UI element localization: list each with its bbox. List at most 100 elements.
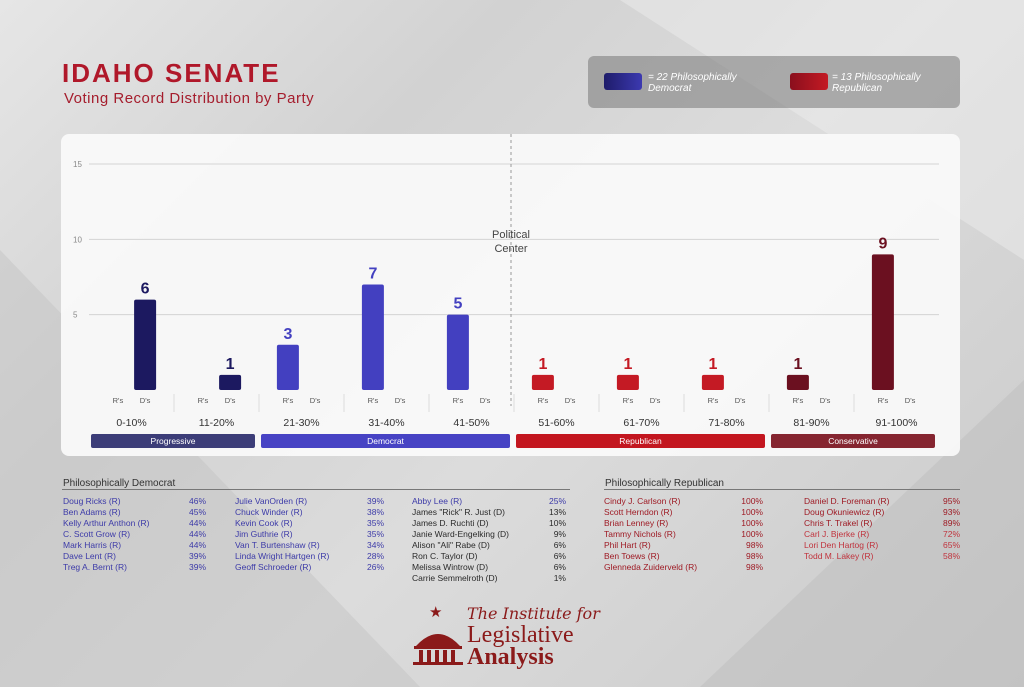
sublabel-d: D's [310, 396, 321, 405]
list-item-name: Janie Ward-Engelking (D) [412, 529, 509, 539]
list-item-name: Carrie Semmelroth (D) [412, 573, 498, 583]
list-item-name: Kevin Cook (R) [235, 518, 293, 528]
group-bar-progressive [91, 434, 255, 448]
bar-value-label: 5 [453, 296, 462, 313]
logo-line3: Analysis [467, 644, 554, 670]
list-item-name: Treg A. Bernt (R) [63, 562, 127, 572]
star-icon: ★ [429, 604, 443, 621]
list-item-pct: 6% [553, 562, 566, 572]
list-item-name: Mark Harris (R) [63, 540, 122, 550]
list-item-pct: 100% [741, 496, 763, 506]
list-item-pct: 34% [366, 540, 384, 550]
dem-list-divider [62, 489, 570, 490]
list-item-name: Dave Lent (R) [63, 551, 116, 561]
list-item-name: Ron C. Taylor (D) [412, 551, 478, 561]
list-item-name: Chris T. Trakel (R) [804, 518, 873, 528]
bar-value-label: 7 [368, 266, 377, 283]
category-label: 91-100% [875, 417, 917, 429]
list-item-pct: 13% [548, 507, 566, 517]
y-tick-label: 15 [73, 160, 82, 169]
list-item-name: James "Rick" R. Just (D) [412, 507, 505, 517]
list-item-pct: 1% [553, 573, 566, 583]
bar-value-label: 1 [793, 356, 802, 373]
list-item-name: Kelly Arthur Anthon (R) [63, 518, 150, 528]
list-item-pct: 35% [366, 518, 384, 528]
list-item-name: Julie VanOrden (R) [235, 496, 308, 506]
list-item-pct: 6% [553, 540, 566, 550]
list-item-name: Scott Herndon (R) [604, 507, 673, 517]
list-item-name: Abby Lee (R) [412, 496, 463, 506]
list-item-pct: 9% [553, 529, 566, 539]
sublabel-r: R's [623, 396, 634, 405]
list-item-name: Carl J. Bjerke (R) [804, 529, 870, 539]
bar-value-label: 3 [283, 326, 292, 343]
list-item-name: C. Scott Grow (R) [63, 529, 131, 539]
list-item-name: Jim Guthrie (R) [235, 529, 293, 539]
logo-line2: Legislative [467, 622, 574, 648]
list-item-pct: 39% [188, 551, 206, 561]
sublabel-d: D's [735, 396, 746, 405]
legend: = 22 Philosophically Democrat = 13 Philo… [588, 56, 960, 108]
bar-r-4 [446, 314, 469, 390]
category-label: 71-80% [708, 417, 744, 429]
group-label: Democrat [367, 436, 404, 446]
sublabel-d: D's [820, 396, 831, 405]
sublabel-r: R's [113, 396, 124, 405]
bar-r-2 [276, 344, 299, 390]
list-item-name: Phil Hart (R) [604, 540, 651, 550]
list-item-name: Tammy Nichols (R) [604, 529, 676, 539]
sublabel-d: D's [140, 396, 151, 405]
bar-d-1 [219, 374, 242, 390]
bar-value-label: 1 [708, 356, 717, 373]
category-label: 11-20% [199, 417, 234, 429]
sublabel-r: R's [198, 396, 209, 405]
bar-value-label: 1 [226, 356, 235, 373]
list-item-pct: 25% [548, 496, 566, 506]
list-item-pct: 6% [553, 551, 566, 561]
group-label: Republican [619, 436, 662, 446]
list-item-name: Geoff Schroeder (R) [235, 562, 312, 572]
group-bar-republican [516, 434, 765, 448]
bar-value-label: 1 [623, 356, 632, 373]
legend-republican-swatch [790, 73, 828, 90]
list-item-pct: 28% [366, 551, 384, 561]
capitol-logo-icon [413, 634, 463, 665]
list-item-pct: 100% [741, 507, 763, 517]
category-label: 61-70% [623, 417, 659, 429]
bar-r-7 [701, 374, 724, 390]
category-label: 81-90% [793, 417, 829, 429]
list-item-name: Lori Den Hartog (R) [804, 540, 879, 550]
bar-r-3 [361, 284, 384, 390]
rep-list-title: Philosophically Republican [605, 478, 724, 489]
bar-value-label: 9 [878, 235, 887, 252]
chart-panel: 5 10 15 Political Center 6 R's D's 0-10% 1 R's D's 1… [61, 134, 960, 456]
list-item-pct: 38% [366, 507, 384, 517]
sublabel-d: D's [225, 396, 236, 405]
list-item-name: Cindy J. Carlson (R) [604, 496, 681, 506]
legend-democrat-swatch [604, 73, 642, 90]
sublabel-d: D's [650, 396, 661, 405]
list-item-pct: 100% [741, 529, 763, 539]
list-item-name: Van T. Burtenshaw (R) [235, 540, 320, 550]
legend-republican-label: = 13 Philosophically Republican [832, 72, 921, 94]
bar-r-5 [531, 374, 554, 390]
list-item-pct: 35% [366, 529, 384, 539]
list-item-pct: 72% [942, 529, 960, 539]
sublabel-d: D's [395, 396, 406, 405]
y-tick-label: 10 [73, 235, 82, 244]
sublabel-d: D's [905, 396, 916, 405]
category-label: 0-10% [116, 417, 146, 429]
group-label: Conservative [828, 436, 878, 446]
bar-r-9 [871, 254, 894, 390]
page-subtitle: Voting Record Distribution by Party [64, 90, 315, 107]
sublabel-r: R's [538, 396, 549, 405]
list-item-name: Melissa Wintrow (D) [412, 562, 489, 572]
bar-value-label: 1 [538, 356, 547, 373]
list-item-pct: 93% [942, 507, 960, 517]
list-item-pct: 26% [366, 562, 384, 572]
group-bar-conservative [771, 434, 935, 448]
bar-r-8 [786, 374, 809, 390]
list-item-name: Doug Okuniewicz (R) [804, 507, 885, 517]
group-label: Progressive [151, 436, 196, 446]
